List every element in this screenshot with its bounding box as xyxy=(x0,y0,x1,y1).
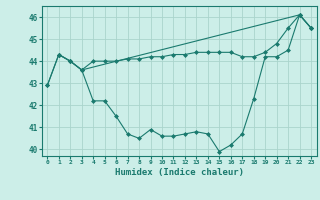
X-axis label: Humidex (Indice chaleur): Humidex (Indice chaleur) xyxy=(115,168,244,177)
